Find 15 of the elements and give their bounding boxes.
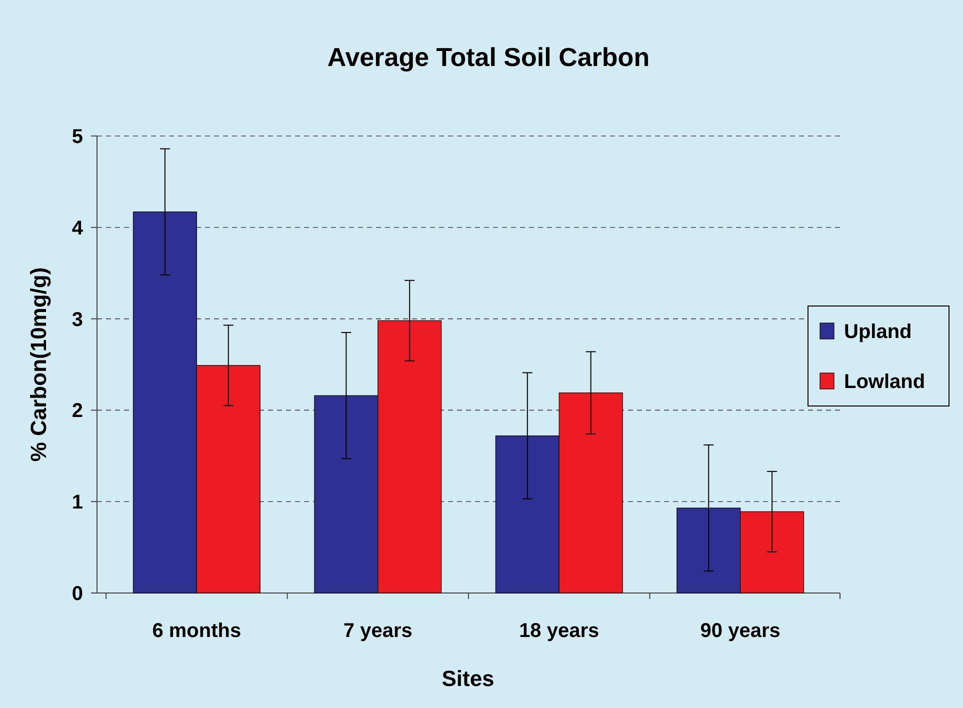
y-tick-label: 5	[72, 126, 83, 148]
x-tick-label: 18 years	[519, 620, 600, 642]
legend-label: Lowland	[844, 371, 926, 393]
y-tick-label: 4	[72, 217, 84, 240]
y-tick-label: 3	[72, 308, 83, 331]
y-tick-label: 1	[72, 492, 83, 514]
x-axis-title: Sites	[442, 666, 494, 691]
chart-title: Average Total Soil Carbon	[327, 42, 650, 72]
y-tick-label: 2	[72, 400, 83, 422]
x-tick-label: 90 years	[700, 620, 780, 642]
x-tick-label: 6 months	[152, 620, 242, 642]
x-tick-label: 7 years	[343, 620, 412, 642]
y-tick-label: 0	[72, 583, 83, 605]
legend-label: Upland	[844, 321, 912, 343]
y-axis-title: % Carbon(10mg/g)	[26, 267, 51, 462]
